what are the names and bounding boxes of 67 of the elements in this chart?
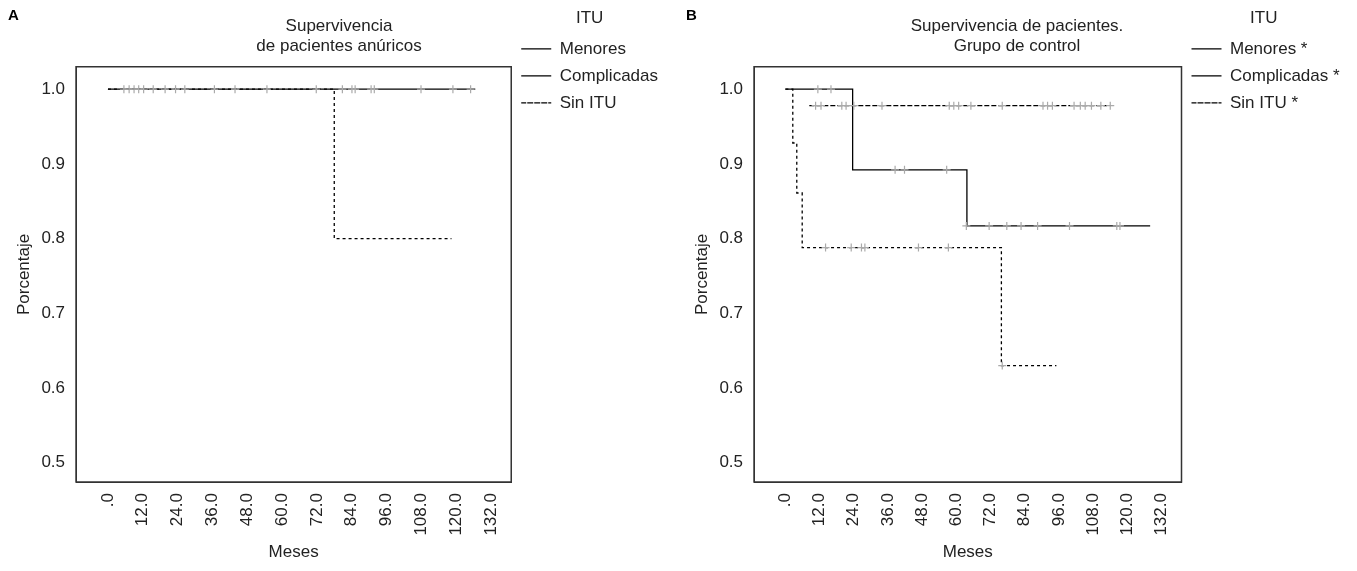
- text: A: [8, 6, 19, 23]
- legend-label: Complicadas: [559, 65, 658, 85]
- legend-label: Menores *: [1230, 38, 1308, 58]
- point: [890, 165, 900, 175]
- point: [1002, 221, 1012, 231]
- point: [984, 221, 994, 231]
- point: [1064, 221, 1075, 231]
- point: [877, 101, 887, 111]
- legend-title: ITU: [575, 8, 604, 28]
- y-tick-label: 0.7: [719, 302, 744, 322]
- y-tick-label: 0.7: [41, 302, 66, 322]
- y-tick-label: 0.5: [719, 452, 744, 472]
- y-axis-title: Porcentaje: [13, 233, 33, 316]
- point: [942, 165, 952, 175]
- x-tick-label: 120.0: [1117, 493, 1137, 536]
- x-tick-label: 132.0: [1151, 493, 1171, 536]
- point: [1096, 101, 1106, 111]
- point: [826, 84, 836, 94]
- legend-label: Sin ITU *: [1230, 92, 1299, 112]
- x-tick-label: 24.0: [843, 493, 863, 527]
- x-tick-label: 72.0: [306, 493, 326, 527]
- y-tick-label: 0.6: [41, 377, 66, 397]
- x-tick-label: 12.0: [809, 493, 829, 527]
- legend-title: ITU: [1250, 8, 1278, 28]
- legend-label: Sin ITU: [559, 92, 617, 112]
- x-tick-label: 60.0: [946, 493, 966, 527]
- x-tick-label: 36.0: [202, 493, 222, 527]
- point: [899, 165, 910, 175]
- point: [841, 101, 851, 111]
- point: [966, 101, 976, 111]
- point: [1032, 221, 1043, 231]
- y-tick-label: 1.0: [41, 78, 66, 98]
- x-tick-label: 48.0: [236, 493, 256, 527]
- legend-label: Complicadas *: [1230, 65, 1340, 85]
- x-tick-label: 72.0: [980, 493, 1000, 527]
- x-tick-label: 36.0: [877, 493, 897, 527]
- y-axis-title: Porcentaje: [691, 233, 711, 316]
- x-tick-label: 108.0: [1082, 493, 1102, 536]
- x-tick-label: 48.0: [911, 493, 931, 527]
- x-tick-label: 96.0: [376, 493, 396, 527]
- x-tick-label: 120.0: [445, 493, 465, 536]
- y-tick-label: 0.8: [719, 228, 744, 248]
- y-tick-label: 0.6: [719, 377, 744, 397]
- x-tick-label: 84.0: [1014, 493, 1034, 527]
- x-tick-label: 12.0: [132, 493, 152, 527]
- y-tick-label: 0.9: [719, 153, 744, 173]
- x-tick-label: 84.0: [341, 493, 361, 527]
- y-tick-label: 0.9: [41, 153, 66, 173]
- point: [961, 221, 971, 231]
- x-tick-label: 96.0: [1048, 493, 1068, 527]
- x-tick-label: 24.0: [167, 493, 187, 527]
- x-tick-label: .0: [97, 493, 117, 508]
- x-tick-label: 132.0: [480, 493, 500, 536]
- x-axis-title: Meses: [942, 542, 993, 562]
- chart-title: Supervivencia de pacientes anúricos: [256, 15, 422, 56]
- chart-title: Supervivencia de pacientes. Grupo de control: [910, 15, 1124, 56]
- x-tick-label: 108.0: [410, 493, 430, 536]
- y-tick-label: 0.8: [41, 228, 66, 248]
- y-tick-label: 1.0: [719, 78, 744, 98]
- x-tick-label: 60.0: [271, 493, 291, 527]
- point: [1016, 221, 1026, 231]
- y-tick-label: 0.5: [41, 452, 66, 472]
- x-tick-label: .0: [775, 493, 795, 508]
- x-axis-title: Meses: [268, 542, 319, 562]
- point: [813, 84, 823, 94]
- legend-label: Menores: [559, 38, 626, 58]
- text: B: [686, 6, 697, 23]
